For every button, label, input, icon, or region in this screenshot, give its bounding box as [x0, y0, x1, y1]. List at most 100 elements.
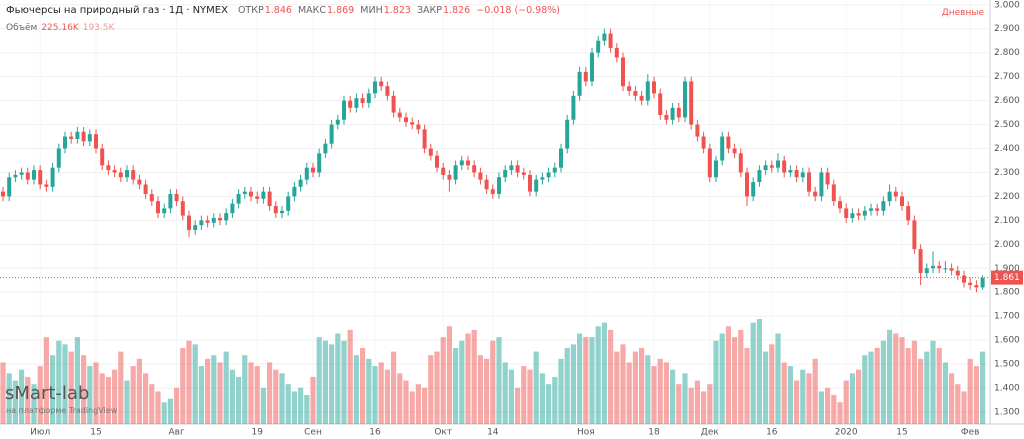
- candle-body: [707, 148, 712, 178]
- volume-bar: [118, 351, 124, 424]
- volume-bar: [440, 337, 446, 424]
- y-tick-label: 1.900: [994, 264, 1020, 274]
- volume-bar: [93, 362, 99, 424]
- candle-body: [224, 213, 229, 221]
- volume-bar: [639, 347, 645, 424]
- candle-body: [726, 136, 731, 149]
- volume-bar: [260, 387, 266, 424]
- interval[interactable]: Дневные: [941, 8, 984, 18]
- candle-body: [751, 182, 756, 197]
- candle-body: [180, 201, 185, 216]
- candle-body: [19, 172, 24, 175]
- volume-bar: [887, 329, 893, 424]
- candle-body: [44, 184, 49, 187]
- volume-bar: [589, 337, 595, 424]
- candle-body: [416, 124, 421, 130]
- volume-bar: [273, 369, 279, 424]
- candle-body: [931, 265, 935, 269]
- candle-body: [348, 100, 353, 108]
- candle-body: [807, 172, 811, 192]
- candle-body: [478, 172, 483, 180]
- y-tick-label: 2.000: [994, 240, 1020, 250]
- volume-bar: [428, 355, 434, 424]
- volume-bar: [744, 347, 750, 424]
- candle-body: [838, 201, 842, 209]
- volume-bar: [583, 337, 589, 424]
- candle-body: [571, 95, 576, 120]
- volume-bar: [422, 387, 428, 424]
- volume-bar: [192, 344, 198, 424]
- candle-body: [261, 191, 266, 199]
- candle-body: [689, 81, 694, 125]
- y-tick-label: 1.300: [994, 408, 1020, 418]
- candle-body: [484, 179, 489, 190]
- candle-body: [602, 33, 607, 41]
- x-tick-label: Ноя: [577, 428, 595, 438]
- candle-body: [404, 117, 408, 123]
- candle-body: [497, 177, 501, 195]
- volume-bar: [316, 337, 322, 424]
- candle-body: [199, 220, 204, 226]
- candle-body: [862, 210, 867, 216]
- volume-bar: [130, 366, 136, 424]
- volume-bar: [397, 373, 403, 424]
- volume-bar: [645, 355, 651, 424]
- volume-bar: [50, 355, 56, 424]
- candle-body: [428, 148, 433, 156]
- candle-body: [410, 122, 415, 125]
- candle-body: [391, 95, 396, 113]
- candle-body: [447, 174, 452, 180]
- volume-bar: [570, 344, 576, 424]
- volume-bar: [180, 347, 186, 424]
- volume-bar: [81, 355, 87, 424]
- candle-body: [745, 172, 749, 197]
- candle-body: [962, 275, 966, 283]
- candle-body: [125, 170, 129, 178]
- volume-bar: [564, 347, 570, 424]
- candle-body: [118, 172, 123, 178]
- volume-bar: [254, 366, 260, 424]
- candle-body: [143, 184, 148, 195]
- candle-body: [912, 220, 917, 250]
- volume-bar: [880, 340, 886, 424]
- candle-body: [298, 179, 303, 187]
- volume-bar: [403, 380, 409, 424]
- volume-bar: [37, 366, 43, 424]
- candle-body: [844, 208, 849, 218]
- volume-bar: [267, 362, 273, 424]
- volume-bar: [459, 340, 465, 424]
- volume-bar: [775, 333, 781, 424]
- candle-body: [900, 196, 904, 207]
- volume-bar: [558, 358, 564, 424]
- candle-body: [763, 165, 768, 171]
- volume-bar: [620, 344, 626, 424]
- candle-body: [149, 194, 154, 202]
- volume-bar: [19, 369, 25, 424]
- candle-body: [50, 167, 55, 187]
- x-tick-label: 18: [648, 428, 660, 438]
- candle-body: [211, 217, 216, 223]
- volume-bar: [601, 322, 607, 424]
- candle-body: [205, 220, 210, 223]
- volume-bar: [955, 384, 961, 424]
- candle-body: [714, 160, 718, 178]
- x-tick-label: Фев: [961, 428, 980, 438]
- volume-bar: [329, 344, 335, 424]
- candle-body: [776, 160, 780, 168]
- candle-body: [193, 225, 198, 230]
- candle-body: [273, 206, 278, 214]
- volume-bar: [657, 358, 663, 424]
- volume-value: 225.16K: [41, 23, 79, 33]
- x-tick-label: 15: [896, 428, 907, 438]
- candle-body: [168, 194, 173, 209]
- candle-body: [633, 91, 638, 96]
- candle-body: [25, 172, 30, 180]
- candle-body: [608, 33, 613, 48]
- volume-bar: [99, 373, 105, 424]
- candle-body: [503, 170, 508, 178]
- close-label: ЗАКР: [416, 5, 443, 16]
- volume-bar: [335, 333, 341, 424]
- volume-bar: [893, 333, 899, 424]
- candle-body: [701, 136, 706, 149]
- x-tick-label: 16: [766, 428, 778, 438]
